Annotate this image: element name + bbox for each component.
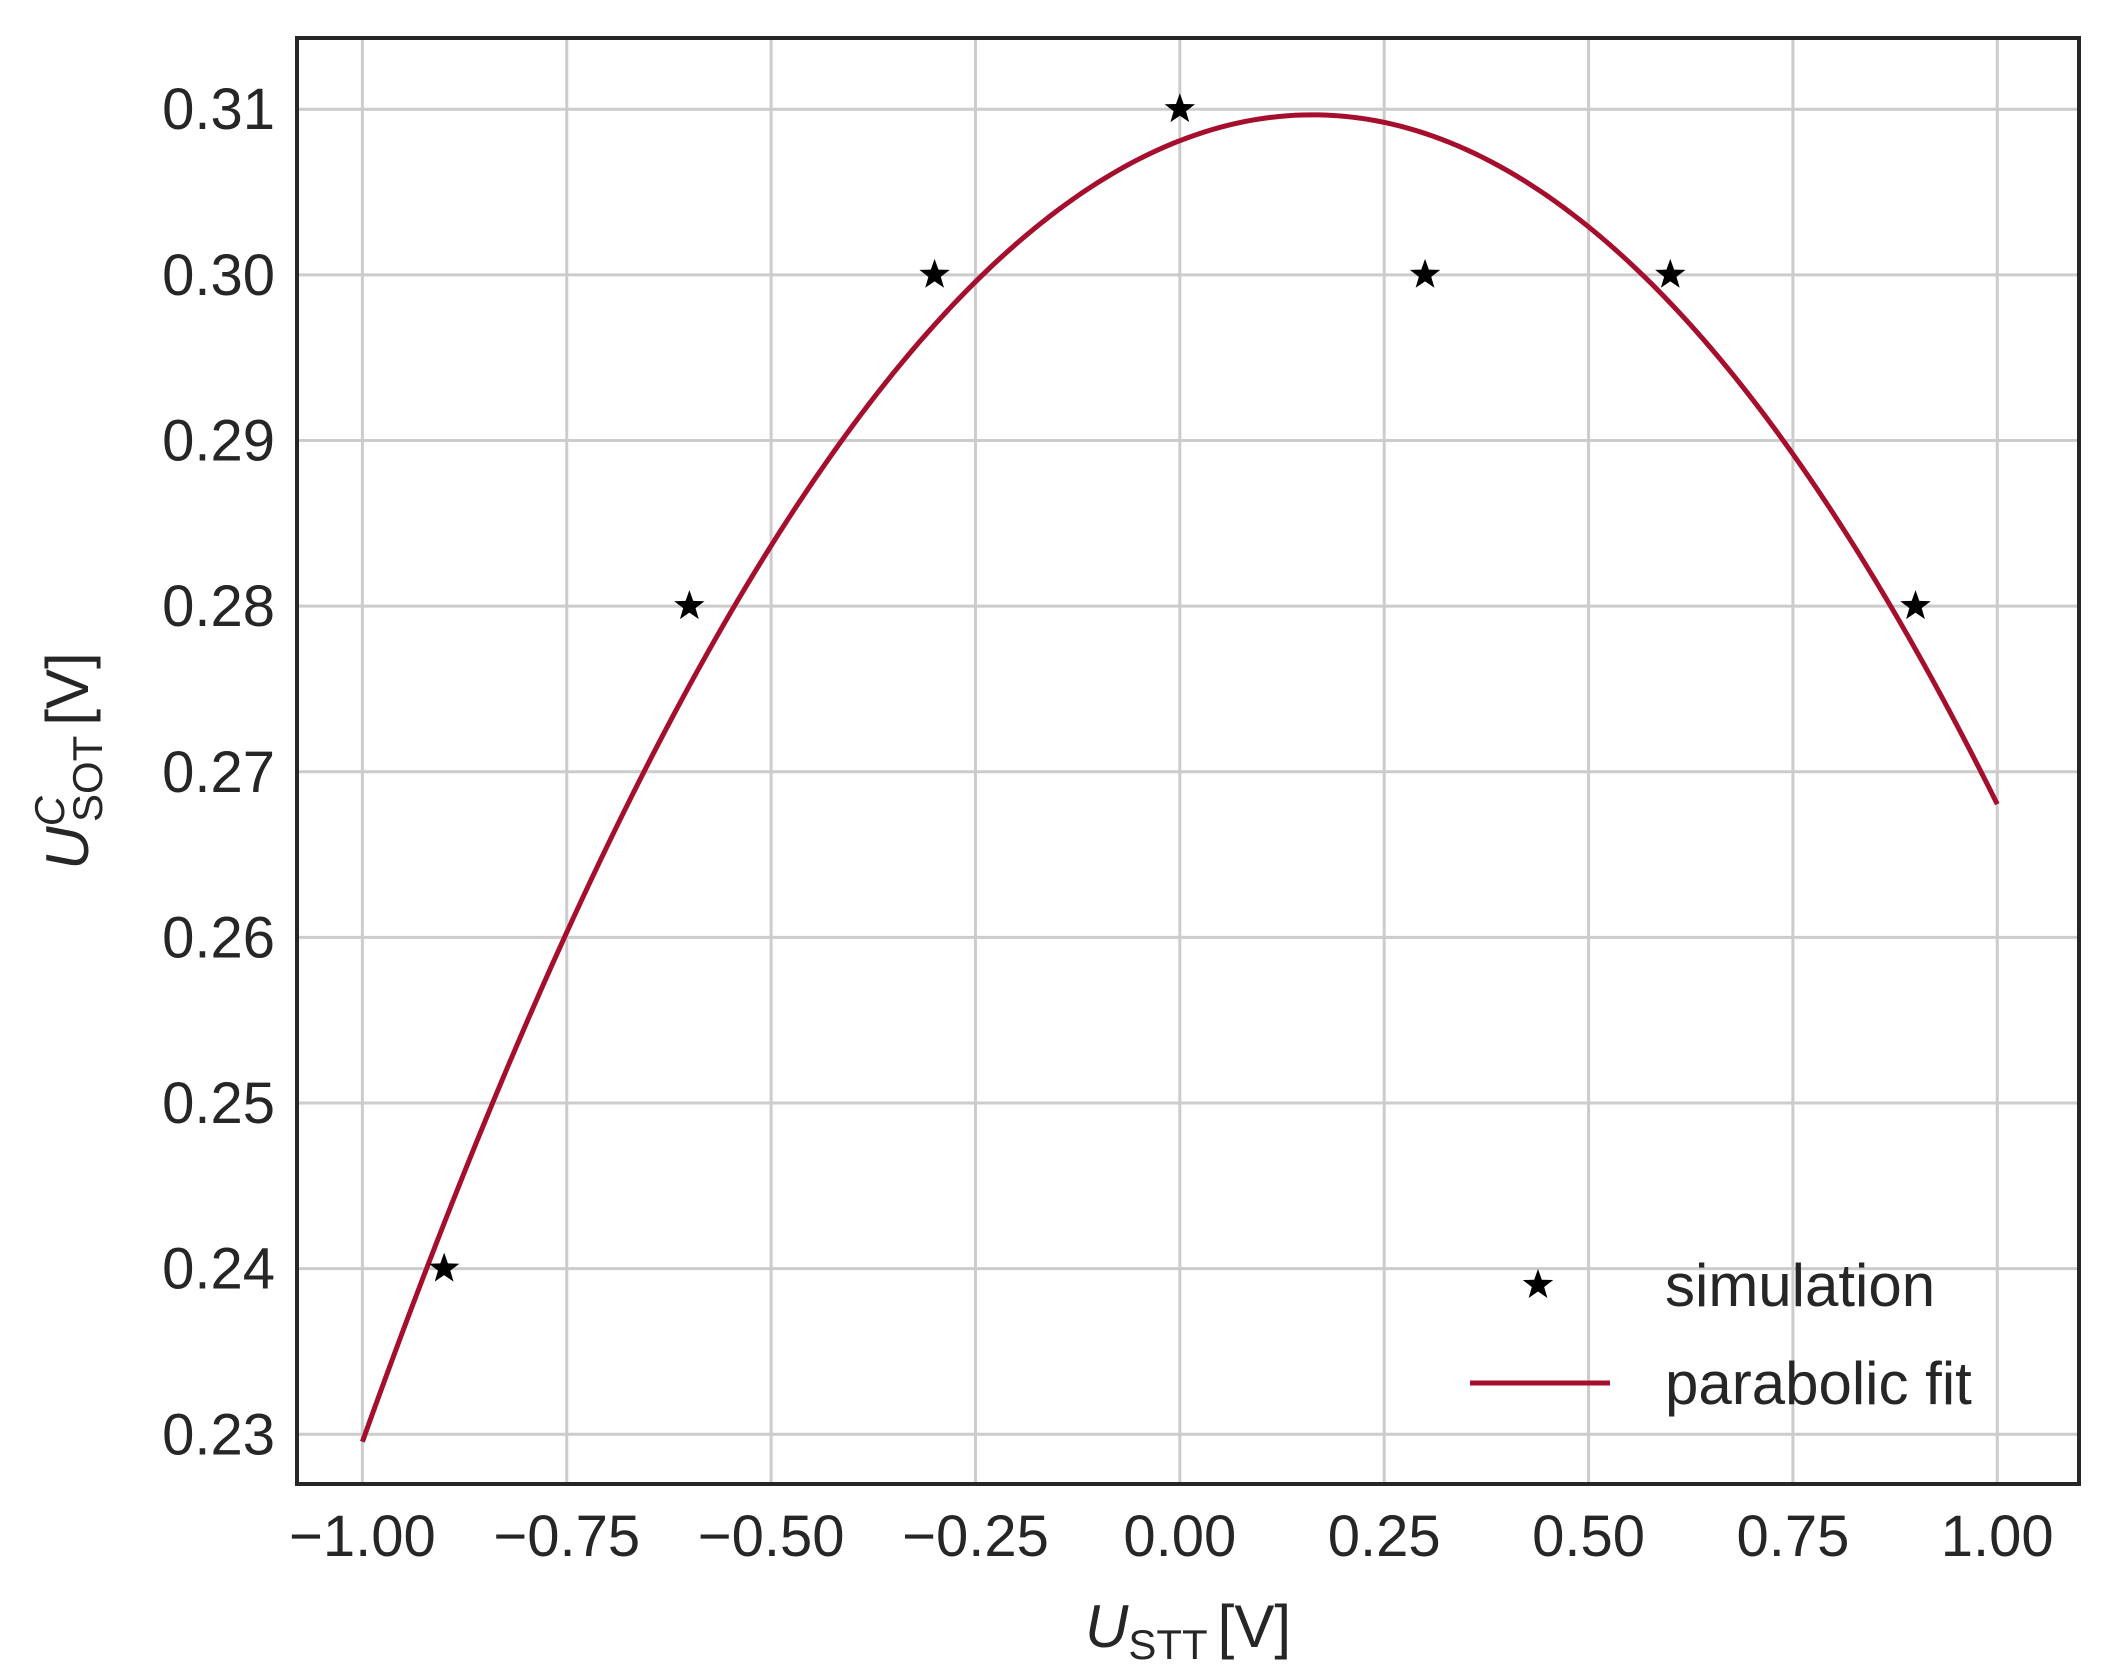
simulation-point-5	[1655, 258, 1686, 288]
simulation-point-1	[674, 590, 705, 620]
x-tick-label-5: 0.25	[1328, 1504, 1441, 1569]
simulation-point-0	[428, 1252, 460, 1282]
y-tick-label-1: 0.24	[162, 1237, 275, 1302]
x-tick-labels: −1.00 −0.75 −0.50 −0.25 0.00 0.25 0.50 0.75 1.00	[289, 1504, 2054, 1569]
x-tick-label-6: 0.50	[1532, 1504, 1645, 1569]
y-tick-labels: 0.23 0.24 0.25 0.26 0.27 0.28 0.29 0.30 0.31	[162, 77, 275, 1467]
y-axis-label: UCSOT [V]	[26, 652, 111, 869]
x-axis-label-symbol: U	[1085, 1593, 1129, 1660]
x-tick-label-8: 1.00	[1941, 1504, 2054, 1569]
y-tick-label-3: 0.26	[162, 905, 275, 970]
simulation-point-4	[1409, 258, 1441, 288]
simulation-point-3	[1164, 93, 1196, 123]
x-tick-label-4: 0.00	[1123, 1504, 1236, 1569]
x-tick-label-7: 0.75	[1736, 1504, 1849, 1569]
simulation-point-2	[919, 258, 950, 288]
y-tick-label-0: 0.23	[162, 1402, 275, 1467]
y-tick-label-6: 0.29	[162, 408, 275, 473]
y-axis-label-subscript: SOT	[64, 736, 111, 822]
x-axis-label: USTT [V]	[1085, 1593, 1291, 1668]
y-tick-label-4: 0.27	[162, 740, 275, 805]
plot-area	[360, 93, 2000, 1443]
x-tick-label-0: −1.00	[289, 1504, 436, 1569]
x-axis-label-subscript: STT	[1128, 1621, 1207, 1668]
grid-lines	[297, 38, 2079, 1484]
legend-marker-simulation	[1522, 1269, 1554, 1298]
parabolic-fit-line	[360, 112, 2000, 1443]
legend-label-simulation: simulation	[1665, 1252, 1935, 1319]
x-tick-label-2: −0.50	[698, 1504, 845, 1569]
legend: simulation parabolic fit	[1470, 1252, 1972, 1417]
y-tick-label-7: 0.30	[162, 243, 275, 308]
legend-star-icon	[1522, 1269, 1554, 1298]
legend-label-parabolic-fit: parabolic fit	[1665, 1350, 1972, 1417]
y-axis-label-superscript: C	[26, 795, 73, 826]
x-tick-label-1: −0.75	[493, 1504, 640, 1569]
axes-frame	[295, 36, 2081, 1486]
y-tick-label-2: 0.25	[162, 1071, 275, 1136]
y-axis-label-unit: [V]	[34, 652, 101, 725]
y-axis-label-symbol: U	[34, 826, 101, 870]
x-axis-label-unit: [V]	[1218, 1593, 1291, 1660]
simulation-point-6	[1900, 590, 1931, 620]
y-tick-label-5: 0.28	[162, 574, 275, 639]
y-tick-label-8: 0.31	[162, 77, 275, 142]
x-tick-label-3: −0.25	[902, 1504, 1049, 1569]
